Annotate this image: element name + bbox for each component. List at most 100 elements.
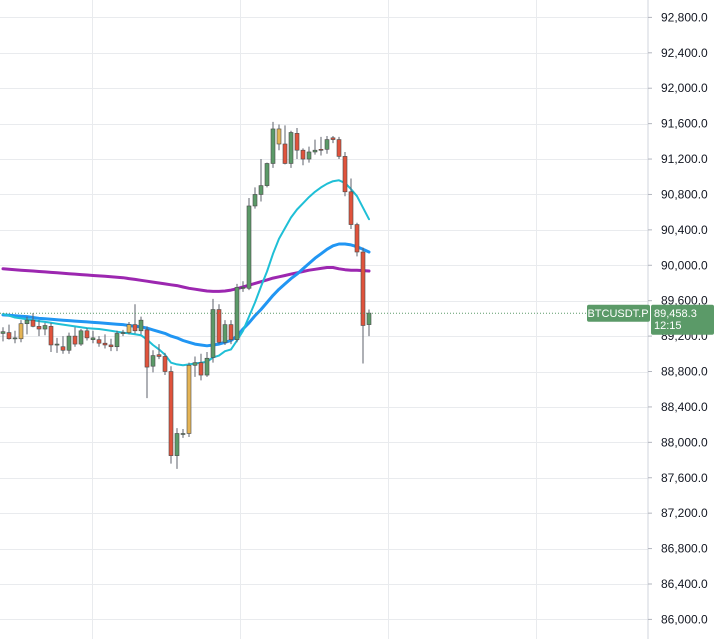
candle[interactable] [252, 187, 258, 209]
candle-body [0, 331, 6, 334]
candle[interactable] [198, 353, 204, 381]
candle[interactable] [48, 322, 54, 353]
candle[interactable] [354, 222, 360, 257]
candle[interactable] [54, 337, 60, 353]
gridlines [0, 0, 648, 639]
ma-fast-line [2, 179, 370, 367]
candle[interactable] [114, 330, 120, 352]
symbol-tag-label: BTCUSDT.P [587, 308, 648, 320]
price-axis-label: 92,800.0 [661, 10, 708, 24]
candle[interactable] [162, 352, 168, 376]
candle[interactable] [0, 327, 6, 342]
candle-body [312, 149, 318, 153]
candle[interactable] [120, 329, 126, 337]
candle-body [144, 329, 150, 368]
candle[interactable] [174, 428, 180, 469]
candle[interactable] [210, 298, 216, 363]
candle[interactable] [156, 344, 162, 360]
candle[interactable] [18, 320, 24, 343]
candle[interactable] [216, 304, 222, 345]
candle[interactable] [288, 130, 294, 168]
price-axis-label: 88,800.0 [661, 365, 708, 379]
candle-body [54, 343, 60, 346]
candle-body [222, 324, 228, 343]
candle-body [60, 346, 66, 351]
candle[interactable] [6, 324, 12, 340]
candle[interactable] [330, 136, 336, 144]
candle-body [270, 128, 276, 164]
candle[interactable] [240, 281, 246, 292]
candle[interactable] [282, 125, 288, 165]
candle[interactable] [150, 350, 156, 373]
candle[interactable] [306, 146, 312, 163]
moving-average-lines [1, 179, 371, 367]
candle[interactable] [348, 178, 354, 229]
candle[interactable] [246, 198, 252, 291]
candle-body [282, 143, 288, 164]
price-axis[interactable]: 92,800.0 92,400.0 92,000.0 91,600.0 91,200.0… [648, 10, 708, 626]
candle[interactable] [204, 352, 210, 377]
candle-body [198, 362, 204, 376]
candle[interactable] [84, 328, 90, 341]
candle[interactable] [132, 304, 138, 334]
candle[interactable] [24, 316, 30, 335]
candle[interactable] [42, 322, 48, 336]
candle[interactable] [180, 429, 186, 438]
candle[interactable] [360, 247, 366, 364]
candle-body [132, 324, 138, 332]
candle[interactable] [108, 338, 114, 352]
candle-body [168, 371, 174, 456]
candle[interactable] [300, 148, 306, 166]
candles[interactable] [0, 121, 372, 469]
candle-body [90, 337, 96, 340]
candle[interactable] [336, 136, 342, 160]
last-price-label: 89,458.3 [654, 308, 697, 320]
candle-body [276, 128, 282, 145]
candle[interactable] [228, 320, 234, 345]
price-axis-label: 88,000.0 [661, 435, 708, 449]
candle[interactable] [312, 139, 318, 155]
candle[interactable] [12, 330, 18, 344]
candle[interactable] [96, 336, 102, 347]
candle[interactable] [342, 151, 348, 197]
candle[interactable] [78, 329, 84, 346]
candle[interactable] [30, 313, 36, 328]
candle[interactable] [192, 356, 198, 377]
candle[interactable] [90, 330, 96, 344]
candle[interactable] [294, 128, 300, 160]
candle-body [36, 326, 42, 330]
candle-body [102, 342, 108, 346]
candle[interactable] [270, 121, 276, 168]
candle-body [204, 357, 210, 376]
symbol-tag-background [587, 304, 650, 322]
candle-body [318, 149, 324, 151]
candle[interactable] [276, 124, 282, 151]
candle[interactable] [138, 316, 144, 335]
candle-body [258, 185, 264, 195]
candle[interactable] [222, 320, 228, 345]
candle[interactable] [66, 332, 72, 354]
candle[interactable] [126, 321, 132, 335]
candle[interactable] [324, 136, 330, 154]
price-axis-label: 92,000.0 [661, 81, 708, 95]
candle[interactable] [258, 159, 264, 202]
candle[interactable] [144, 326, 150, 399]
candle-body [264, 163, 270, 186]
candle[interactable] [102, 334, 108, 349]
candle-body [162, 356, 168, 372]
price-axis-label: 87,200.0 [661, 506, 708, 520]
price-axis-label: 89,600.0 [661, 294, 708, 308]
candle[interactable] [318, 136, 324, 156]
price-axis-label: 90,400.0 [661, 223, 708, 237]
candle-body [354, 224, 360, 253]
candle-body [294, 133, 300, 151]
candle[interactable] [186, 362, 192, 438]
candle[interactable] [264, 162, 270, 188]
candle[interactable] [36, 320, 42, 337]
candle-body [96, 339, 102, 344]
candle[interactable] [72, 327, 78, 347]
candle-body [126, 324, 132, 333]
candle[interactable] [60, 336, 66, 354]
candle[interactable] [168, 366, 174, 464]
